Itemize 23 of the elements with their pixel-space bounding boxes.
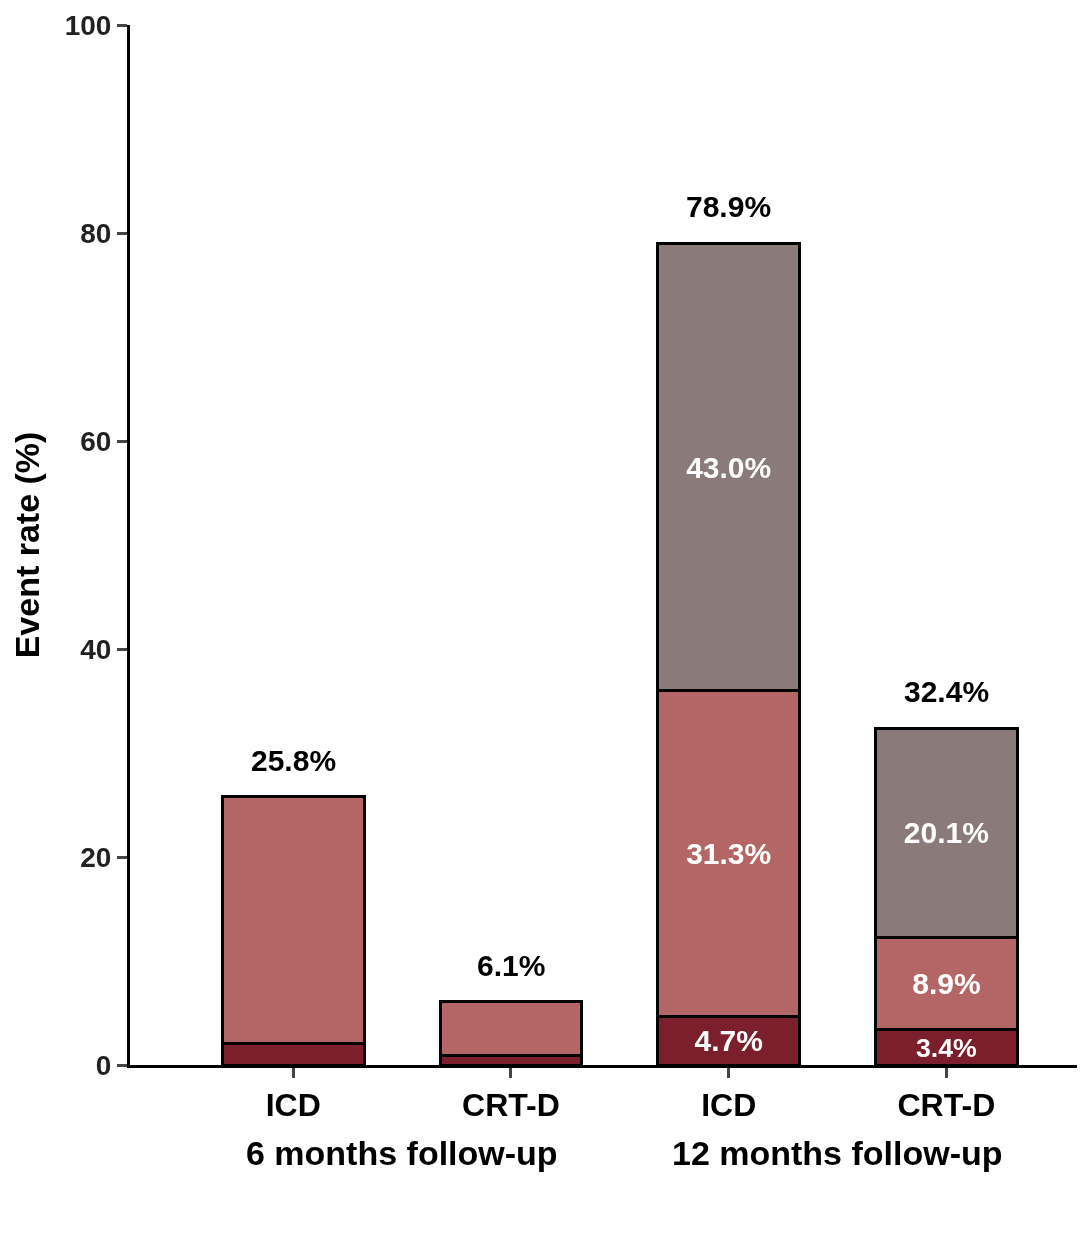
y-tick-label: 20 (80, 841, 112, 873)
y-tick-label: 80 (80, 217, 112, 249)
text: 6 months follow-up (246, 1134, 558, 1172)
x-tick-label: ICD (701, 1087, 757, 1124)
y-tick-label: 0 (95, 1049, 112, 1081)
data-label: 20.1% (903, 816, 989, 850)
y-tick-label: 40 (80, 633, 112, 665)
data-label: 43.0% (686, 450, 772, 484)
data-label: 4.7% (694, 1024, 763, 1058)
y-axis-title: Event rate (%) (8, 431, 47, 659)
text: 12 months follow-up (672, 1134, 1003, 1172)
data-label: 31.3% (686, 836, 772, 870)
total-label: 6.1% (477, 949, 546, 982)
total-label: 25.8% (251, 744, 337, 777)
data-label: 3.4% (915, 1032, 978, 1063)
total-label: 78.9% (686, 190, 772, 223)
y-tick-label: 60 (80, 425, 112, 457)
x-tick-label: ICD (265, 1087, 321, 1124)
total-label: 32.4% (904, 675, 990, 708)
x-tick-label: CRT-D (462, 1087, 560, 1124)
data-label: 8.9% (912, 966, 981, 1000)
y-tick-label: 100 (64, 9, 112, 41)
x-tick-label: CRT-D (897, 1087, 996, 1124)
